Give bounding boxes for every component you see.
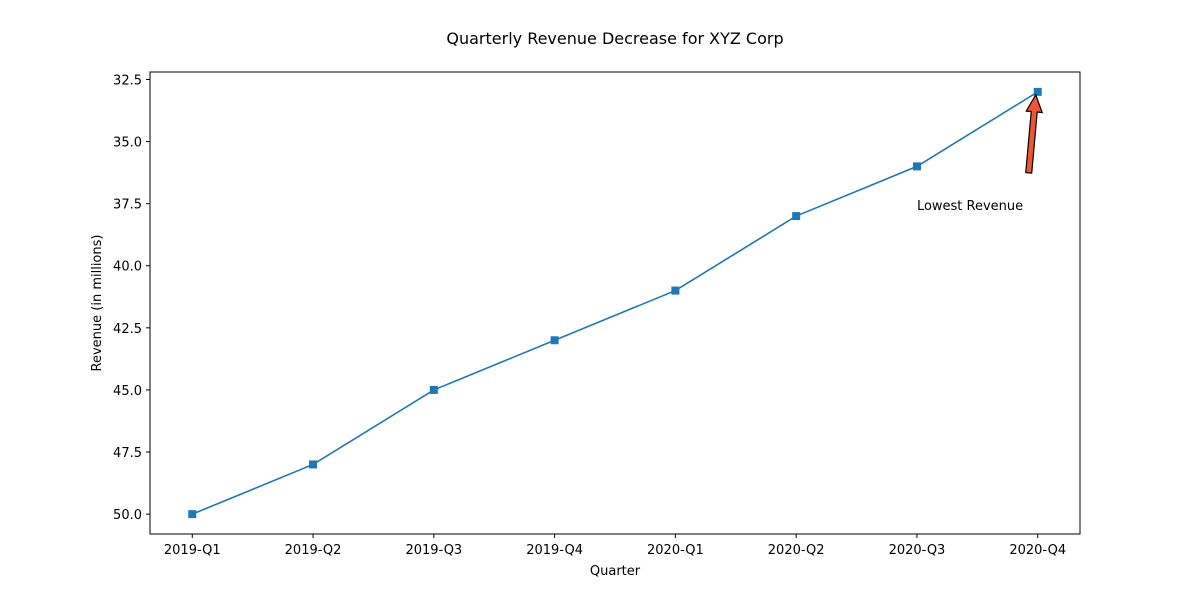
y-tick-label: 47.5: [113, 446, 142, 461]
data-point-2019-q3: [429, 385, 438, 394]
y-tick-label: 50.0: [113, 508, 142, 523]
x-tick-label: 2020-Q4: [1009, 543, 1066, 558]
y-tick-label: 32.5: [113, 73, 142, 88]
x-tick-label: 2020-Q3: [889, 543, 946, 558]
x-tick-label: 2019-Q4: [526, 543, 583, 558]
axis-ticks: 2019-Q1 2019-Q2 2019-Q3 2019-Q4 2020-Q1 2020-…: [113, 73, 1066, 558]
y-tick-label: 40.0: [113, 260, 142, 275]
x-tick-label: 2019-Q2: [285, 543, 342, 558]
annotation-label: Lowest Revenue: [917, 199, 1023, 214]
chart-title: Quarterly Revenue Decrease for XYZ Corp: [446, 29, 783, 48]
axes-frame: [149, 71, 1081, 535]
series-line: [191, 91, 1039, 515]
y-axis-label: Revenue (in millions): [90, 235, 105, 372]
annotation: Lowest Revenue: [917, 93, 1044, 214]
data-point-2019-q2: [309, 460, 318, 469]
data-point-2020-q4: [1033, 87, 1042, 96]
y-tick-label: 45.0: [113, 384, 142, 399]
data-point-2019-q4: [550, 336, 559, 345]
x-tick-label: 2020-Q2: [768, 543, 825, 558]
data-point-2020-q2: [792, 212, 801, 221]
data-point-2019-q1: [188, 510, 197, 519]
y-tick-label: 42.5: [113, 322, 142, 337]
x-tick-label: 2019-Q1: [164, 543, 221, 558]
annotation-arrow: [1025, 93, 1044, 174]
data-point-2020-q3: [912, 162, 921, 171]
y-tick-label: 35.0: [113, 136, 142, 151]
x-tick-label: 2019-Q3: [405, 543, 462, 558]
x-tick-label: 2020-Q1: [647, 543, 704, 558]
data-point-2020-q1: [671, 286, 680, 295]
plot-area: [188, 87, 1042, 519]
y-tick-label: 37.5: [113, 198, 142, 213]
x-axis-label: Quarter: [590, 564, 641, 579]
